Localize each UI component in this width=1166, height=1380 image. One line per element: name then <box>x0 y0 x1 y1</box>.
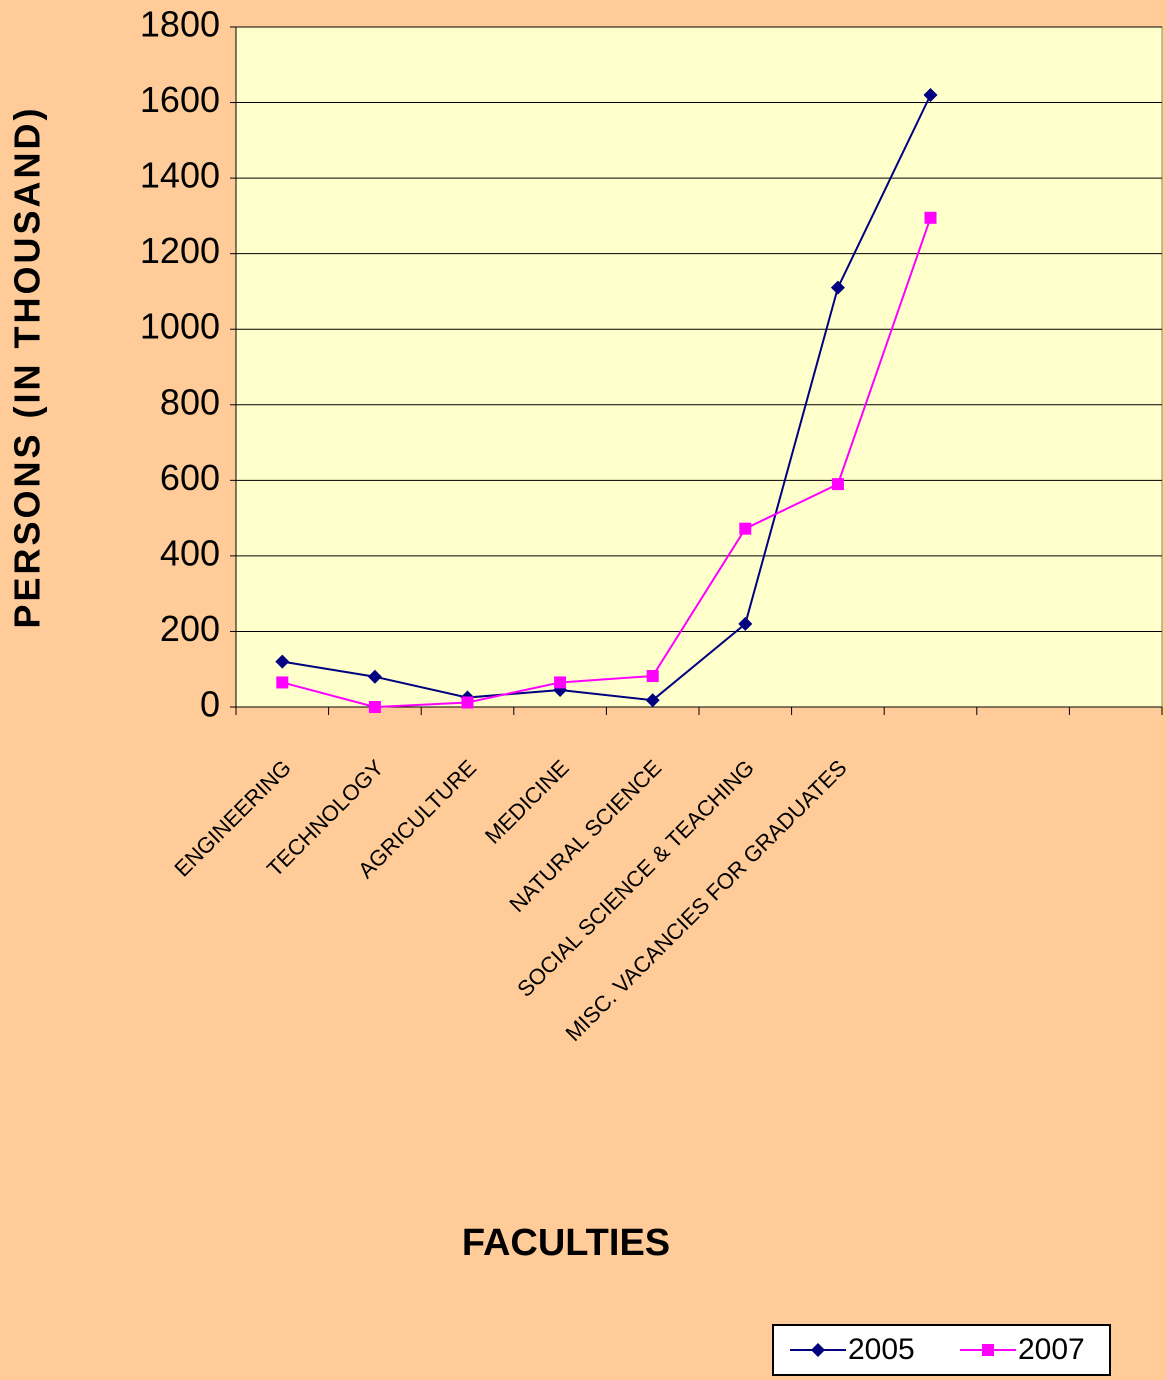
legend-marker <box>811 1343 825 1357</box>
plot-area <box>235 26 1163 708</box>
x-tick-label: NATURAL SCIENCE <box>504 755 666 917</box>
legend-label: 2007 <box>1018 1333 1085 1366</box>
point <box>367 669 382 684</box>
x-tick-label: MEDICINE <box>480 755 574 849</box>
point <box>739 522 752 535</box>
y-tick-label: 1600 <box>140 79 220 120</box>
point <box>461 696 474 709</box>
point <box>923 88 938 102</box>
x-axis-title: FACULTIES <box>462 1222 670 1264</box>
y-axis-title: PERSONS (IN THOUSAND) <box>7 105 48 628</box>
point <box>646 670 659 683</box>
y-tick-label: 1000 <box>140 306 220 347</box>
y-tick-label: 1200 <box>140 230 220 271</box>
point <box>830 280 845 295</box>
point <box>831 478 844 491</box>
point <box>276 676 289 689</box>
legend-label: 2005 <box>848 1333 915 1366</box>
y-tick-label: 600 <box>160 457 220 498</box>
y-tick-label: 1400 <box>140 155 220 196</box>
y-tick-label: 200 <box>160 608 220 649</box>
y-tick-label: 400 <box>160 532 220 573</box>
series-line <box>282 217 932 709</box>
point <box>554 676 567 689</box>
point <box>924 211 937 224</box>
y-tick-label: 0 <box>200 684 220 725</box>
point <box>738 616 753 631</box>
point <box>275 654 290 669</box>
series-line <box>282 94 932 702</box>
point <box>645 693 660 708</box>
y-tick-label: 1800 <box>140 4 220 45</box>
legend-marker <box>982 1344 994 1356</box>
legend: 2005 2007 <box>772 1324 1111 1376</box>
y-tick-label: 800 <box>160 381 220 422</box>
point <box>368 701 381 713</box>
